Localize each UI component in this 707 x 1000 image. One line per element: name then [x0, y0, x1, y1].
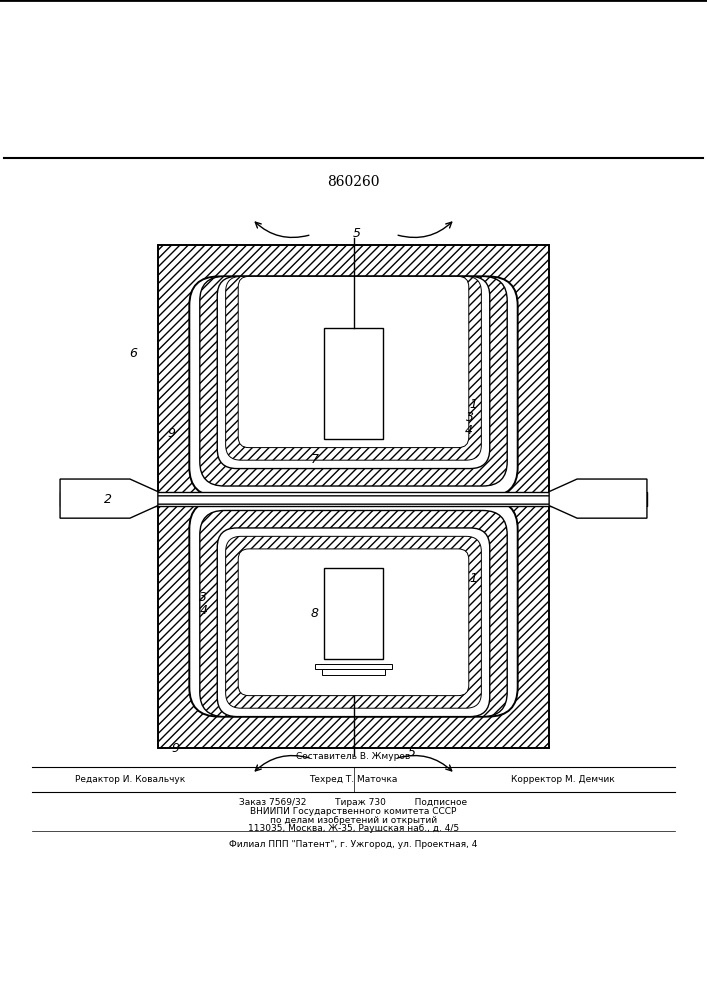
Text: Составитель В. Жмуров: Составитель В. Жмуров — [296, 752, 411, 761]
Bar — [158, 500, 549, 748]
FancyBboxPatch shape — [226, 276, 481, 460]
FancyBboxPatch shape — [200, 276, 507, 486]
Text: 6: 6 — [129, 347, 137, 360]
Text: Корректор М. Демчик: Корректор М. Демчик — [511, 775, 615, 784]
FancyBboxPatch shape — [226, 536, 481, 708]
Text: 5: 5 — [353, 227, 361, 240]
FancyBboxPatch shape — [217, 528, 490, 717]
Text: 8: 8 — [311, 607, 319, 620]
Text: 1: 1 — [469, 572, 478, 585]
Text: Филиал ППП "Патент", г. Ужгород, ул. Проектная, 4: Филиал ППП "Патент", г. Ужгород, ул. Про… — [229, 840, 478, 849]
FancyBboxPatch shape — [189, 276, 518, 497]
Polygon shape — [549, 479, 647, 518]
Bar — [315, 664, 392, 669]
Text: 2: 2 — [103, 493, 112, 506]
FancyBboxPatch shape — [189, 500, 518, 717]
Text: 1: 1 — [469, 398, 478, 411]
Text: 9: 9 — [168, 427, 176, 440]
FancyBboxPatch shape — [238, 549, 469, 696]
FancyBboxPatch shape — [238, 276, 469, 448]
Text: 5: 5 — [407, 746, 416, 759]
Text: 3: 3 — [199, 591, 207, 604]
Polygon shape — [60, 479, 158, 518]
Text: 7: 7 — [311, 453, 319, 466]
FancyBboxPatch shape — [200, 510, 507, 717]
Text: 860260: 860260 — [327, 175, 380, 189]
Bar — [60, 492, 647, 506]
Text: Редактор И. Ковальчук: Редактор И. Ковальчук — [75, 775, 185, 784]
Text: Заказ 7569/32          Тираж 730          Подписное: Заказ 7569/32 Тираж 730 Подписное — [240, 798, 467, 807]
Text: 3: 3 — [466, 411, 474, 424]
Text: 9: 9 — [171, 742, 180, 755]
Bar — [158, 245, 549, 497]
Text: 113035, Москва, Ж-35, Раушская наб., д. 4/5: 113035, Москва, Ж-35, Раушская наб., д. … — [248, 824, 459, 833]
Bar — [324, 328, 383, 439]
Bar — [324, 568, 383, 659]
Text: по делам изобретений и открытий: по делам изобретений и открытий — [270, 816, 437, 825]
Text: 4: 4 — [464, 424, 473, 437]
Text: Техред Т. Маточка: Техред Т. Маточка — [310, 775, 397, 784]
Bar — [322, 669, 385, 675]
Text: 4: 4 — [199, 604, 207, 617]
FancyBboxPatch shape — [217, 276, 490, 469]
Text: ВНИИПИ Государственного комитета СССР: ВНИИПИ Государственного комитета СССР — [250, 807, 457, 816]
